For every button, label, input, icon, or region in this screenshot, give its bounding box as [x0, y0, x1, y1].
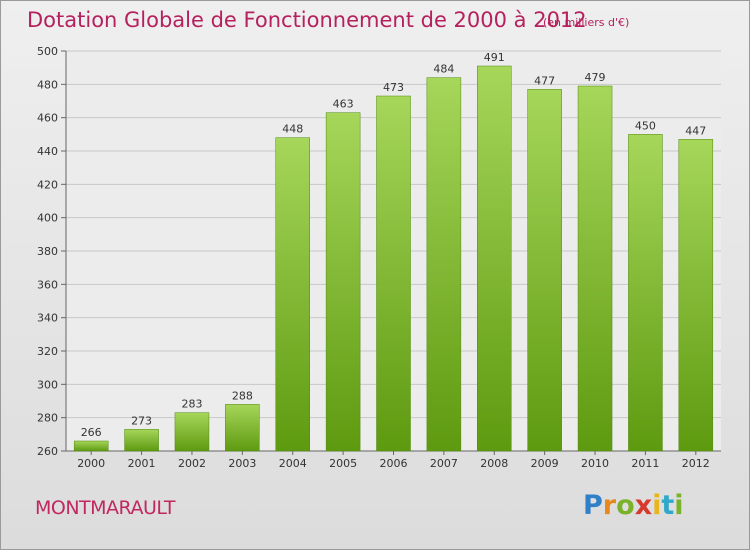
- bar-value-label: 288: [232, 389, 253, 402]
- bar-value-label: 450: [635, 119, 656, 132]
- x-tick-label: 2006: [380, 457, 408, 470]
- proxiti-logo: Proxiti: [583, 490, 684, 521]
- bar-value-label: 473: [383, 81, 404, 94]
- y-tick-label: 260: [37, 445, 58, 458]
- logo-letter: i: [652, 490, 662, 521]
- bar-value-label: 479: [585, 71, 606, 84]
- logo-letter: i: [674, 490, 684, 521]
- y-tick-label: 460: [37, 112, 58, 125]
- logo-letter: P: [583, 490, 603, 521]
- bar: [477, 65, 512, 452]
- bar: [275, 137, 310, 452]
- bar-value-label: 266: [81, 426, 102, 439]
- x-tick-label: 2004: [279, 457, 307, 470]
- bar-value-label: 477: [534, 74, 555, 87]
- x-tick-label: 2010: [581, 457, 609, 470]
- x-tick-label: 2008: [480, 457, 508, 470]
- bar: [73, 440, 109, 452]
- bar-value-label: 283: [181, 398, 202, 411]
- x-tick-label: 2000: [77, 457, 105, 470]
- y-tick-label: 440: [37, 145, 58, 158]
- y-tick-label: 320: [37, 345, 58, 358]
- bar-value-label: 463: [333, 98, 354, 111]
- y-tick-label: 360: [37, 278, 58, 291]
- bar: [678, 139, 714, 452]
- y-tick-label: 300: [37, 378, 58, 391]
- x-tick-label: 2001: [128, 457, 156, 470]
- y-tick-label: 340: [37, 312, 58, 325]
- x-tick-label: 2009: [531, 457, 559, 470]
- chart-title: Dotation Globale de Fonctionnement de 20…: [27, 8, 587, 32]
- bar: [527, 89, 562, 452]
- x-tick-label: 2012: [682, 457, 710, 470]
- bar-value-label: 448: [282, 123, 303, 136]
- bar: [225, 404, 260, 452]
- bar-value-label: 484: [433, 63, 454, 76]
- x-tick-label: 2002: [178, 457, 206, 470]
- bar: [124, 429, 159, 452]
- commune-name: MONTMARAULT: [35, 497, 175, 519]
- x-tick-label: 2011: [631, 457, 659, 470]
- y-tick-label: 280: [37, 412, 58, 425]
- x-tick-label: 2005: [329, 457, 357, 470]
- chart-subtitle: (en milliers d'€): [543, 16, 630, 29]
- bar: [628, 134, 663, 452]
- logo-letter: r: [602, 490, 617, 521]
- y-tick-label: 480: [37, 78, 58, 91]
- logo-letter: t: [661, 490, 675, 521]
- y-tick-label: 400: [37, 212, 58, 225]
- bar: [376, 95, 411, 452]
- logo-letter: x: [634, 490, 653, 521]
- bar-value-label: 491: [484, 51, 505, 64]
- bar-value-label: 447: [685, 124, 706, 137]
- bar: [325, 112, 361, 452]
- bar-value-label: 273: [131, 414, 152, 427]
- logo-letter: o: [616, 490, 635, 521]
- y-tick-label: 420: [37, 178, 58, 191]
- bar: [426, 77, 462, 452]
- x-tick-label: 2003: [228, 457, 256, 470]
- y-tick-label: 380: [37, 245, 58, 258]
- y-tick-label: 500: [37, 45, 58, 58]
- bar: [174, 412, 210, 452]
- x-tick-label: 2007: [430, 457, 458, 470]
- bar: [577, 85, 613, 452]
